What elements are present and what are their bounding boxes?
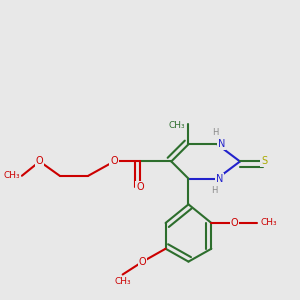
Text: CH₃: CH₃ [260,218,277,227]
Text: O: O [136,182,144,192]
Text: N: N [218,139,225,149]
Text: O: O [36,156,43,167]
Text: N: N [216,174,224,184]
Text: H: H [212,128,219,137]
Text: S: S [261,156,267,167]
Text: CH₃: CH₃ [169,121,186,130]
Text: CH₃: CH₃ [4,171,20,180]
Text: O: O [230,218,238,228]
Text: O: O [110,156,118,167]
Text: CH₃: CH₃ [114,278,131,286]
Text: H: H [211,186,217,195]
Text: O: O [139,256,146,267]
